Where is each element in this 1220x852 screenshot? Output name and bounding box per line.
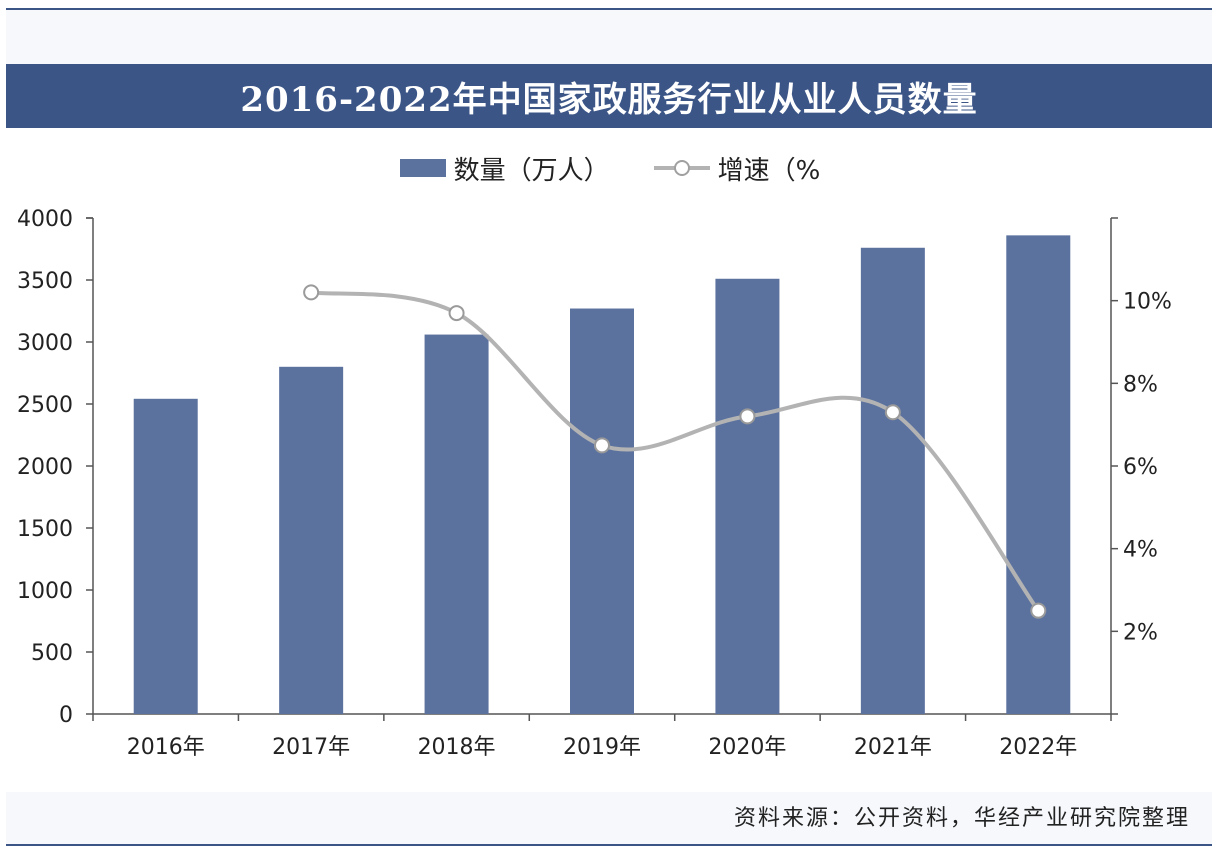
bar bbox=[279, 366, 344, 714]
legend-line-label: 增速（% bbox=[717, 155, 821, 186]
legend-item-bar: 数量（万人） bbox=[399, 150, 610, 187]
growth-point bbox=[303, 284, 320, 301]
y-left-tick-label: 3000 bbox=[17, 331, 73, 356]
y-left-tick-label: 0 bbox=[59, 703, 73, 728]
bar bbox=[715, 278, 780, 714]
growth-point bbox=[448, 305, 465, 322]
x-tick-label: 2019年 bbox=[563, 735, 641, 760]
y-left-tick-label: 2500 bbox=[17, 393, 73, 418]
y-right-tick-label: 10% bbox=[1123, 290, 1172, 315]
chart-title: 2016-2022年中国家政服务行业从业人员数量 bbox=[6, 64, 1212, 128]
y-right-tick-label: 8% bbox=[1123, 372, 1158, 397]
legend-bar-swatch bbox=[399, 159, 446, 177]
growth-point bbox=[1030, 602, 1047, 619]
bar bbox=[570, 308, 634, 714]
x-tick-label: 2017年 bbox=[272, 735, 350, 760]
growth-line bbox=[310, 290, 1040, 612]
growth-point bbox=[884, 404, 901, 421]
y-left-tick-label: 1000 bbox=[17, 579, 73, 604]
growth-point bbox=[739, 408, 756, 425]
y-left-tick-label: 500 bbox=[31, 641, 73, 666]
x-tick-label: 2018年 bbox=[418, 735, 496, 760]
legend-bar-label: 数量（万人） bbox=[453, 155, 610, 186]
bar bbox=[860, 247, 925, 714]
y-left-tick-label: 1500 bbox=[17, 517, 73, 542]
growth-point bbox=[594, 437, 610, 454]
source-note: 资料来源：公开资料，华经产业研究院整理 bbox=[733, 806, 1190, 831]
bar bbox=[133, 398, 198, 714]
x-tick-label: 2022年 bbox=[999, 735, 1077, 760]
y-left-tick-label: 2000 bbox=[17, 455, 73, 480]
y-right-tick-label: 4% bbox=[1123, 538, 1158, 563]
y-right-tick-label: 6% bbox=[1123, 455, 1158, 480]
legend-line-marker bbox=[653, 160, 710, 176]
y-left-tick-label: 3500 bbox=[17, 269, 73, 294]
y-left-tick-label: 4000 bbox=[17, 207, 73, 232]
legend: 数量（万人） 增速（% bbox=[0, 148, 1220, 188]
bar bbox=[424, 334, 489, 714]
bar bbox=[1006, 235, 1071, 715]
legend-item-line: 增速（% bbox=[653, 150, 821, 187]
x-tick-label: 2020年 bbox=[708, 735, 786, 760]
y-right-tick-label: 2% bbox=[1123, 620, 1158, 645]
x-tick-label: 2021年 bbox=[854, 735, 932, 760]
x-tick-label: 2016年 bbox=[127, 735, 205, 760]
